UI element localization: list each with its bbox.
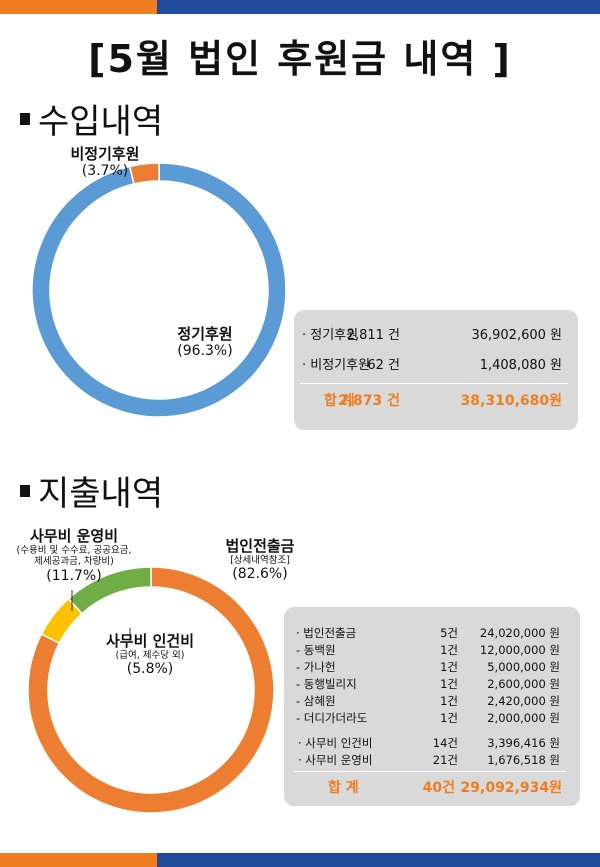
top-color-band <box>0 0 600 14</box>
total-count: 40건 <box>422 780 455 796</box>
row-label: · 사무비 운영비 <box>298 753 373 767</box>
slice-label-personnel: 사무비 인건비 (급여, 제수당 외) (5.8%) <box>90 632 210 678</box>
row-count: 5건 <box>440 626 458 640</box>
row-count: 1건 <box>440 660 458 674</box>
row-amount: 2,600,000 원 <box>487 677 560 691</box>
donut-slice-0 <box>27 566 275 814</box>
donut-slice-1 <box>128 162 160 185</box>
total-count: 2,873 건 <box>337 393 400 409</box>
divider <box>300 383 568 384</box>
donut-slice-0 <box>31 162 287 418</box>
slice-note: [상세내역참조] <box>230 555 290 566</box>
bottom-color-band <box>0 853 600 867</box>
row-amount: 12,000,000 원 <box>479 643 560 657</box>
slice-label-regular: 정기후원 (96.3%) <box>150 325 260 360</box>
row-count: 1건 <box>440 711 458 725</box>
expense-summary-box: · 법인전출금 5건 24,020,000 원 - 동백원 1건 12,000,… <box>284 607 580 806</box>
row-count: 21건 <box>432 753 458 767</box>
income-heading: 수입내역 <box>20 94 163 143</box>
row-amount: 24,020,000 원 <box>479 626 560 640</box>
row-count: 1건 <box>440 677 458 691</box>
top-band-orange <box>0 0 157 14</box>
row-amount: 3,396,416 원 <box>487 736 560 750</box>
income-heading-text: 수입내역 <box>38 102 164 142</box>
row-amount: 1,676,518 원 <box>487 753 560 767</box>
row-amount: 2,420,000 원 <box>487 694 560 708</box>
slice-note: (급여, 제수당 외) <box>115 650 185 661</box>
row-label: - 더디가더라도 <box>296 711 368 725</box>
slice-note: (수용비 및 수수료, 공공요금, 제세공과금, 차량비) <box>16 545 132 568</box>
slice-label-transfer: 법인전출금 [상세내역참조] (82.6%) <box>185 537 335 583</box>
slice-name: 사무비 운영비 <box>29 527 119 545</box>
slice-percent: (96.3%) <box>177 343 233 359</box>
slice-name: 사무비 인건비 <box>105 632 195 650</box>
row-count: 62 건 <box>367 358 400 373</box>
slice-label-irregular: 비정기후원 (3.7%) <box>50 145 160 180</box>
row-label: · 비정기후원 <box>302 358 371 373</box>
expense-heading: 지출내역 <box>20 466 163 515</box>
slice-label-operating: 사무비 운영비 (수용비 및 수수료, 공공요금, 제세공과금, 차량비) (1… <box>0 527 148 585</box>
row-label: · 사무비 인건비 <box>298 736 373 750</box>
expense-donut <box>27 566 275 814</box>
slice-percent: (3.7%) <box>81 163 129 179</box>
bullet-icon <box>20 484 30 497</box>
slice-name: 법인전출금 <box>225 537 295 555</box>
row-amount: 5,000,000 원 <box>487 660 560 674</box>
bottom-band-blue <box>157 853 600 867</box>
slice-percent: (5.8%) <box>126 661 174 678</box>
total-label: 합 계 <box>328 780 359 796</box>
row-count: 1건 <box>440 694 458 708</box>
page-title: [5월 법인 후원금 내역 ] <box>88 37 512 81</box>
row-label: · 법인전출금 <box>296 626 357 640</box>
row-label: - 삼혜원 <box>296 694 336 708</box>
row-label: - 동행빌리지 <box>296 677 357 691</box>
row-label: · 정기후원 <box>302 328 359 343</box>
slice-name: 비정기후원 <box>70 145 140 163</box>
donut-slice-2 <box>67 566 152 615</box>
expense-heading-text: 지출내역 <box>38 474 164 514</box>
slice-percent: (11.7%) <box>46 567 102 584</box>
row-label: - 가나헌 <box>296 660 336 674</box>
row-count: 2,811 건 <box>346 328 400 343</box>
divider <box>294 771 566 772</box>
total-amount: 29,092,934원 <box>460 780 562 796</box>
income-donut <box>31 162 287 418</box>
bottom-band-orange <box>0 853 157 867</box>
top-band-blue <box>157 0 600 14</box>
income-summary-box: · 정기후원 2,811 건 36,902,600 원 · 비정기후원 62 건… <box>294 310 578 430</box>
slice-name: 정기후원 <box>177 325 233 343</box>
row-amount: 36,902,600 원 <box>471 328 562 343</box>
row-count: 14건 <box>432 736 458 750</box>
slice-percent: (82.6%) <box>232 566 288 583</box>
row-amount: 2,000,000 원 <box>487 711 560 725</box>
total-label: 합 계 <box>324 393 355 409</box>
row-count: 1건 <box>440 643 458 657</box>
bullet-icon <box>20 112 30 125</box>
row-amount: 1,408,080 원 <box>479 358 562 373</box>
total-amount: 38,310,680원 <box>460 393 562 409</box>
row-label: - 동백원 <box>296 643 336 657</box>
